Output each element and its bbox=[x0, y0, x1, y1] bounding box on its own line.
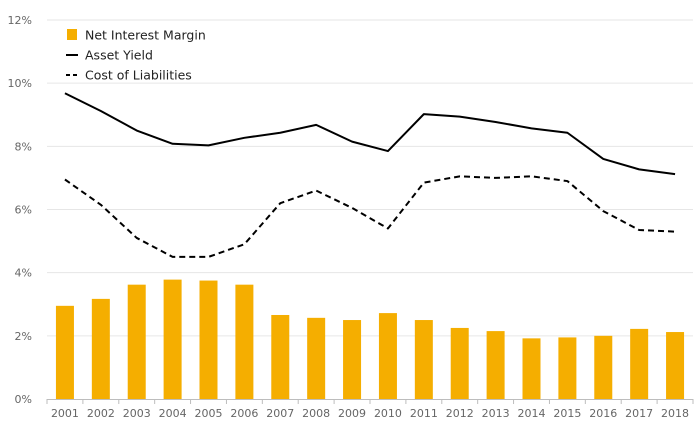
gridlines bbox=[47, 19, 693, 337]
bar-net-interest-margin bbox=[235, 284, 254, 399]
y-tick-label: 0% bbox=[15, 393, 32, 406]
x-tick-label: 2006 bbox=[230, 407, 258, 420]
bar-net-interest-margin bbox=[307, 317, 326, 399]
bar-net-interest-margin bbox=[199, 280, 218, 399]
x-tick-label: 2010 bbox=[374, 407, 402, 420]
bar-net-interest-margin bbox=[594, 335, 613, 399]
x-tick-label: 2014 bbox=[518, 407, 546, 420]
legend-label-net-interest-margin: Net Interest Margin bbox=[85, 28, 206, 43]
line-cost-of-liabilities bbox=[64, 175, 676, 258]
x-tick-label: 2016 bbox=[589, 407, 617, 420]
bar-net-interest-margin bbox=[450, 327, 469, 399]
x-tick-label: 2005 bbox=[195, 407, 223, 420]
y-tick-label: 10% bbox=[8, 77, 32, 90]
legend-item-net-interest-margin: Net Interest Margin bbox=[67, 28, 206, 43]
x-tick-label: 2011 bbox=[410, 407, 438, 420]
x-tick-label: 2012 bbox=[446, 407, 474, 420]
bar-net-interest-margin bbox=[343, 320, 362, 399]
x-tick-label: 2003 bbox=[123, 407, 151, 420]
bar-net-interest-margin bbox=[630, 328, 649, 399]
axes: 0% 2% 4% 6% 8% 10% 12% 2001 2002 2003 2004 2005 2006… bbox=[8, 14, 694, 420]
x-tick-label: 2001 bbox=[51, 407, 79, 420]
x-tick-label: 2004 bbox=[159, 407, 187, 420]
y-tick-label: 8% bbox=[15, 140, 32, 153]
x-tick-label: 2007 bbox=[266, 407, 294, 420]
x-tick-label: 2008 bbox=[302, 407, 330, 420]
legend-item-cost-of-liabilities: Cost of Liabilities bbox=[66, 68, 192, 83]
legend-label-cost-of-liabilities: Cost of Liabilities bbox=[85, 68, 192, 83]
x-tick-label: 2017 bbox=[625, 407, 653, 420]
bar-net-interest-margin bbox=[522, 338, 541, 399]
y-tick-label: 12% bbox=[8, 14, 32, 27]
x-tick-label: 2002 bbox=[87, 407, 115, 420]
y-tick-label: 4% bbox=[15, 267, 32, 280]
y-tick-label: 2% bbox=[15, 330, 32, 343]
bar-net-interest-margin bbox=[91, 298, 110, 399]
bar-net-interest-margin bbox=[55, 305, 74, 399]
bar-net-interest-margin bbox=[127, 284, 146, 399]
legend-swatch-bar bbox=[67, 29, 77, 40]
x-tick-label: 2013 bbox=[482, 407, 510, 420]
y-tick-label: 6% bbox=[15, 204, 32, 217]
bar-net-interest-margin bbox=[271, 314, 290, 399]
legend-label-asset-yield: Asset Yield bbox=[85, 48, 153, 63]
line-series-layer bbox=[64, 92, 676, 258]
bar-net-interest-margin bbox=[486, 331, 505, 399]
bar-net-interest-margin bbox=[666, 332, 685, 399]
x-tick-label: 2018 bbox=[661, 407, 689, 420]
legend: Net Interest Margin Asset Yield Cost of … bbox=[66, 28, 206, 83]
bar-net-interest-margin bbox=[414, 320, 433, 399]
legend-item-asset-yield: Asset Yield bbox=[66, 48, 153, 63]
bar-net-interest-margin bbox=[163, 279, 182, 399]
x-tick-label: 2009 bbox=[338, 407, 366, 420]
bar-net-interest-margin bbox=[558, 337, 577, 399]
line-asset-yield bbox=[64, 92, 676, 176]
bar-net-interest-margin bbox=[378, 313, 397, 399]
x-tick-label: 2015 bbox=[553, 407, 581, 420]
bar-series-net-interest-margin bbox=[55, 279, 685, 399]
